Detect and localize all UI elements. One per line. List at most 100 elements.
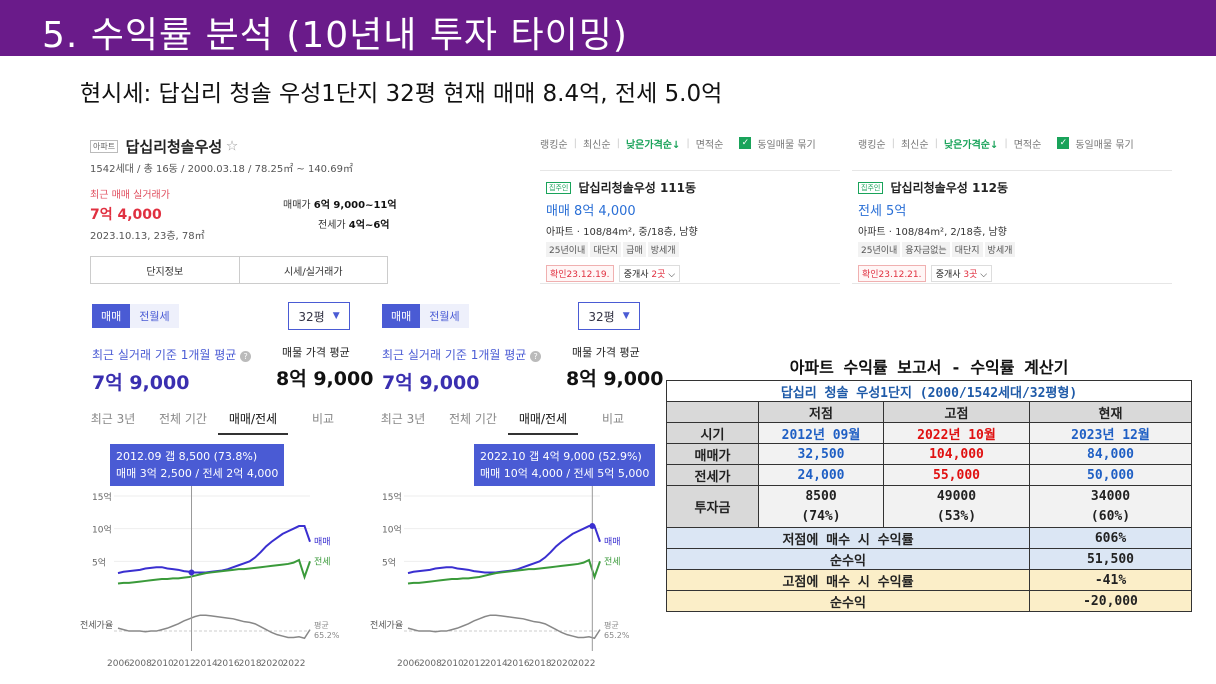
tab-sale-jeonse[interactable]: 매매/전세 xyxy=(508,410,578,435)
tab-compare[interactable]: 비교 xyxy=(601,412,625,426)
sort-area[interactable]: 면적순 xyxy=(695,139,724,151)
tooltip-line-2: 매매 10억 4,000 / 전세 5억 5,000 xyxy=(480,467,650,480)
apartment-meta: 1542세대 / 총 16동 / 2000.03.18 / 78.25㎡ ~ 1… xyxy=(90,164,353,175)
checkbox-icon[interactable]: ✓ xyxy=(1057,137,1070,149)
owner-badge: 집주인 xyxy=(858,181,884,194)
tab-recent-3y[interactable]: 최근 3년 xyxy=(380,412,426,426)
sort-low-price[interactable]: 낮은가격순↓ xyxy=(625,139,681,151)
period-tabs: 최근 3년 전체 기간 매매/전세 비교 xyxy=(368,410,648,435)
avg-label: 최근 실거래 기준 1개월 평균 ? xyxy=(382,346,542,363)
listing-desc: 아파트 · 108/84m², 2/18층, 남향 xyxy=(858,227,1007,238)
x-tick-label: 2006 xyxy=(397,659,420,669)
pyeong-select[interactable]: 32평 ▼ xyxy=(578,302,640,330)
chart-tooltip: 2012.09 갭 8,500 (73.8%) 매매 3억 2,500 / 전세… xyxy=(110,444,285,486)
ratio-label: 전세가율 xyxy=(80,620,113,631)
sort-latest[interactable]: 최신순 xyxy=(900,139,929,151)
toggle-rent[interactable]: 전월세 xyxy=(130,304,179,328)
highlight-point xyxy=(188,569,195,576)
toggle-sale[interactable]: 매매 xyxy=(92,304,131,328)
time-low: 2012년 09월 xyxy=(758,422,884,444)
recent-date: 2023.10.13, 23층, 78㎡ xyxy=(90,231,205,242)
agent-dropdown[interactable]: 중개사 3곳 ⌵ xyxy=(930,265,993,282)
toggle-rent[interactable]: 전월세 xyxy=(420,304,469,328)
report-apartment: 답십리 청솔 우성1단지 (2000/1542세대/32평형) xyxy=(666,380,1192,402)
jeonse-series-label: 전세 xyxy=(314,556,331,567)
tab-compare[interactable]: 비교 xyxy=(311,412,335,426)
y-tick-label: 15억 xyxy=(382,491,402,503)
help-icon[interactable]: ? xyxy=(240,351,252,362)
confirm-date: 확인23.12.21. xyxy=(858,265,926,282)
apartment-summary: 아파트 답십리청솔우성 ☆ 1542세대 / 총 16동 / 2000.03.1… xyxy=(78,126,398,286)
listing-name: 답십리청솔우성 111동 xyxy=(578,181,697,195)
deal-type-toggle: 매매 전월세 xyxy=(382,304,469,328)
chart-panel-2: 매매 전월세 32평 ▼ 최근 실거래 기준 1개월 평균 ? 7억 9,000… xyxy=(368,296,663,684)
avg-label-text: 최근 실거래 기준 1개월 평균 xyxy=(92,348,237,362)
sale-range-row: 매매가 6억 9,000~11억 xyxy=(283,196,397,211)
listing-panel-1: 랭킹순 | 최신순 | 낮은가격순↓ | 면적순 ✓ 동일매물 묶기 집주인 답십리청… xyxy=(540,126,840,286)
low-net-value: 51,500 xyxy=(1029,548,1192,570)
checkbox-icon[interactable]: ✓ xyxy=(739,137,752,149)
chevron-down-icon: ▼ xyxy=(622,311,630,321)
sort-ranking[interactable]: 랭킹순 xyxy=(540,139,568,151)
chart-tooltip: 2022.10 갭 4억 9,000 (52.9%) 매매 10억 4,000 … xyxy=(474,444,656,486)
avg-ratio-value: 65.2% xyxy=(314,631,340,640)
x-tick-label: 2018 xyxy=(239,659,262,669)
x-tick-label: 2012 xyxy=(463,659,486,669)
tab-sale-jeonse[interactable]: 매매/전세 xyxy=(218,410,288,435)
time-current: 2023년 12월 xyxy=(1029,422,1192,444)
summary-tabs: 단지정보 시세/실거래가 xyxy=(90,256,388,284)
group-listings-label: 동일매물 묶기 xyxy=(1075,139,1134,151)
sort-low-price[interactable]: 낮은가격순↓ xyxy=(943,139,999,151)
help-icon[interactable]: ? xyxy=(530,351,542,362)
recent-price-label: 최근 매매 실거래가 xyxy=(90,190,170,201)
avg-ratio-label: 평균 xyxy=(314,620,329,630)
tag: 25년이내 xyxy=(858,242,901,257)
x-tick-label: 2016 xyxy=(217,659,240,669)
confirm-row: 확인23.12.21. 중개사 3곳 ⌵ xyxy=(858,265,1166,282)
tab-recent-3y[interactable]: 최근 3년 xyxy=(90,412,136,426)
listing-card[interactable]: 집주인 답십리청솔우성 112동 전세 5억 아파트 · 108/84m², 2… xyxy=(852,170,1172,284)
favorite-star-icon[interactable]: ☆ xyxy=(225,138,239,155)
listing-price: 매매 8억 4,000 xyxy=(546,204,636,219)
tab-all-period[interactable]: 전체 기간 xyxy=(449,412,497,426)
sort-latest[interactable]: 최신순 xyxy=(582,139,611,151)
invest-high: 49000 xyxy=(883,485,1030,507)
toggle-sale[interactable]: 매매 xyxy=(382,304,421,328)
owner-badge: 집주인 xyxy=(546,181,572,194)
sale-series-line xyxy=(117,525,311,575)
agent-dropdown[interactable]: 중개사 2곳 ⌵ xyxy=(618,265,681,282)
sort-bar: 랭킹순 | 최신순 | 낮은가격순↓ | 면적순 ✓ 동일매물 묶기 xyxy=(540,137,816,151)
agent-label: 중개사 xyxy=(623,270,652,280)
sort-area[interactable]: 면적순 xyxy=(1013,139,1042,151)
sort-ranking[interactable]: 랭킹순 xyxy=(858,139,886,151)
pyeong-value: 32평 xyxy=(588,309,615,324)
tag: 대단지 xyxy=(590,242,622,257)
listing-tags: 25년이내 대단지 급매 방세개 xyxy=(546,242,834,257)
page-subtitle: 현시세: 답십리 청솔 우성1단지 32평 현재 매매 8.4억, 전세 5.0… xyxy=(80,81,723,107)
tag: 융자금없는 xyxy=(902,242,950,257)
listing-card[interactable]: 집주인 답십리청솔우성 111동 매매 8억 4,000 아파트 · 108/8… xyxy=(540,170,840,284)
jeonse-range-label: 전세가 xyxy=(318,220,346,231)
page-title: 5. 수익률 분석 (10년내 투자 타이밍) xyxy=(42,15,628,56)
report-title: 아파트 수익률 보고서 - 수익률 계산기 xyxy=(789,358,1069,377)
return-report: 아파트 수익률 보고서 - 수익률 계산기 답십리 청솔 우성1단지 (2000… xyxy=(666,356,1192,612)
sale-range-value: 6억 9,000~11억 xyxy=(313,200,397,211)
confirm-row: 확인23.12.19. 중개사 2곳 ⌵ xyxy=(546,265,834,282)
ratio-series-line xyxy=(117,614,311,640)
header-low: 저점 xyxy=(758,401,884,423)
jeonse-range-value: 4억~6억 xyxy=(348,220,390,231)
row-label-sale: 매매가 xyxy=(666,443,759,465)
tab-complex-info[interactable]: 단지정보 xyxy=(146,266,184,278)
tooltip-line-2: 매매 3억 2,500 / 전세 2억 4,000 xyxy=(116,467,279,480)
y-tick-label: 5억 xyxy=(92,556,106,568)
tab-price-history[interactable]: 시세/실거래가 xyxy=(238,257,388,283)
x-tick-label: 2018 xyxy=(529,659,552,669)
sort-bar: 랭킹순 | 최신순 | 낮은가격순↓ | 면적순 ✓ 동일매물 묶기 xyxy=(858,137,1134,151)
jeonse-series-label: 전세 xyxy=(604,556,621,567)
pyeong-select[interactable]: 32평 ▼ xyxy=(288,302,350,330)
tab-all-period[interactable]: 전체 기간 xyxy=(159,412,207,426)
listing-price: 전세 5억 xyxy=(858,204,907,219)
row-label-jeonse: 전세가 xyxy=(666,464,759,486)
